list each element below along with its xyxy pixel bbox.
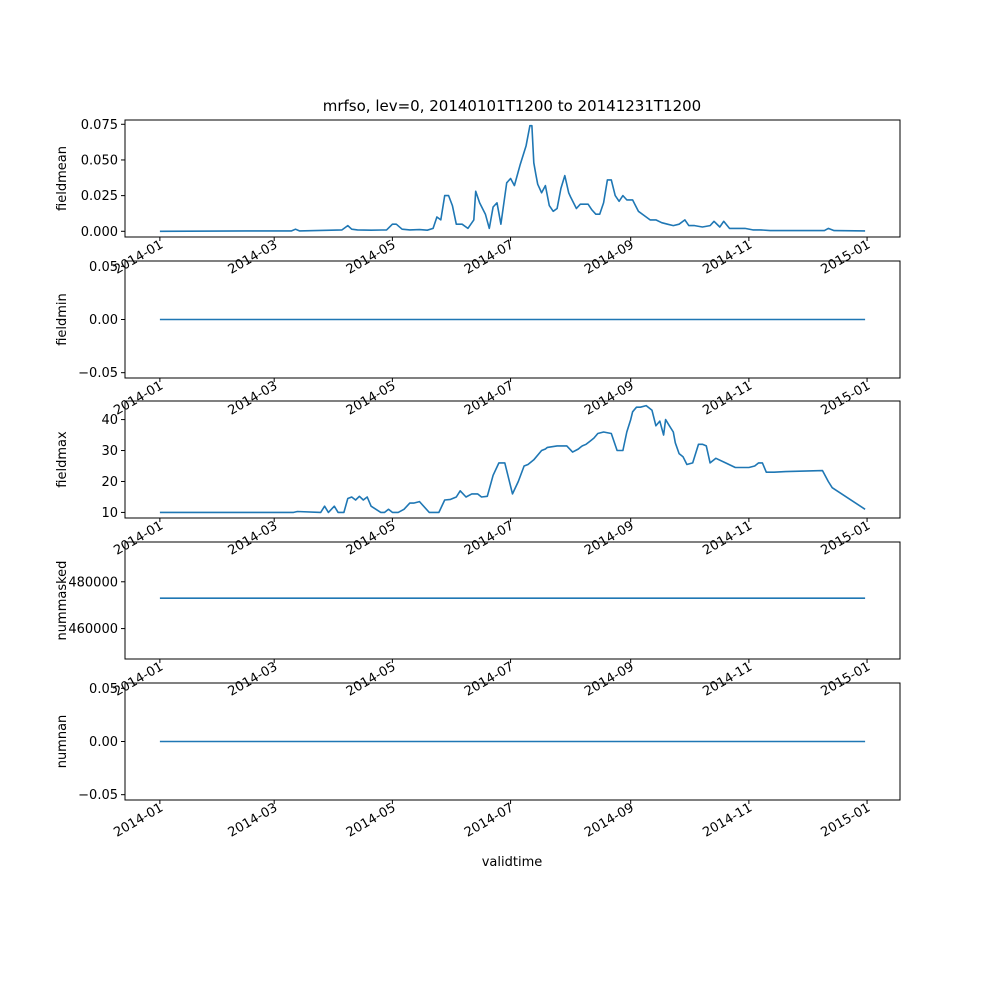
y-tick-label: 460000 <box>68 622 118 637</box>
series-line-fieldmax <box>159 404 866 514</box>
axes-frame <box>124 541 901 660</box>
y-tick-label: 0.05 <box>89 682 118 697</box>
y-tick-label: 0.00 <box>89 735 118 750</box>
y-axis-label: numnan <box>55 715 70 769</box>
y-tick-label: 40 <box>101 413 118 428</box>
y-tick-label: 0.050 <box>81 153 118 168</box>
axes-frame <box>124 400 901 519</box>
y-axis-label: fieldmax <box>55 431 70 488</box>
y-axis-label: fieldmean <box>55 146 70 211</box>
y-tick-label: 480000 <box>68 575 118 590</box>
y-axis-label: nummasked <box>55 561 70 641</box>
y-tick-label: 0.00 <box>89 313 118 328</box>
y-tick-label: 0.000 <box>81 225 118 240</box>
x-axis-label: validtime <box>482 855 543 870</box>
y-tick-label: 0.05 <box>89 260 118 275</box>
axes-frame <box>124 119 901 238</box>
y-tick-label: −0.05 <box>78 788 118 803</box>
y-tick-label: 30 <box>101 444 118 459</box>
y-axis-label: fieldmin <box>55 293 70 346</box>
y-tick-label: 0.025 <box>81 189 118 204</box>
y-tick-label: 20 <box>101 475 118 490</box>
y-tick-label: −0.05 <box>78 366 118 381</box>
chart-title: mrfso, lev=0, 20140101T1200 to 20141231T… <box>323 97 701 115</box>
series-line-fieldmean <box>159 124 866 233</box>
y-tick-label: 0.075 <box>81 118 118 133</box>
y-tick-label: 10 <box>101 506 118 521</box>
